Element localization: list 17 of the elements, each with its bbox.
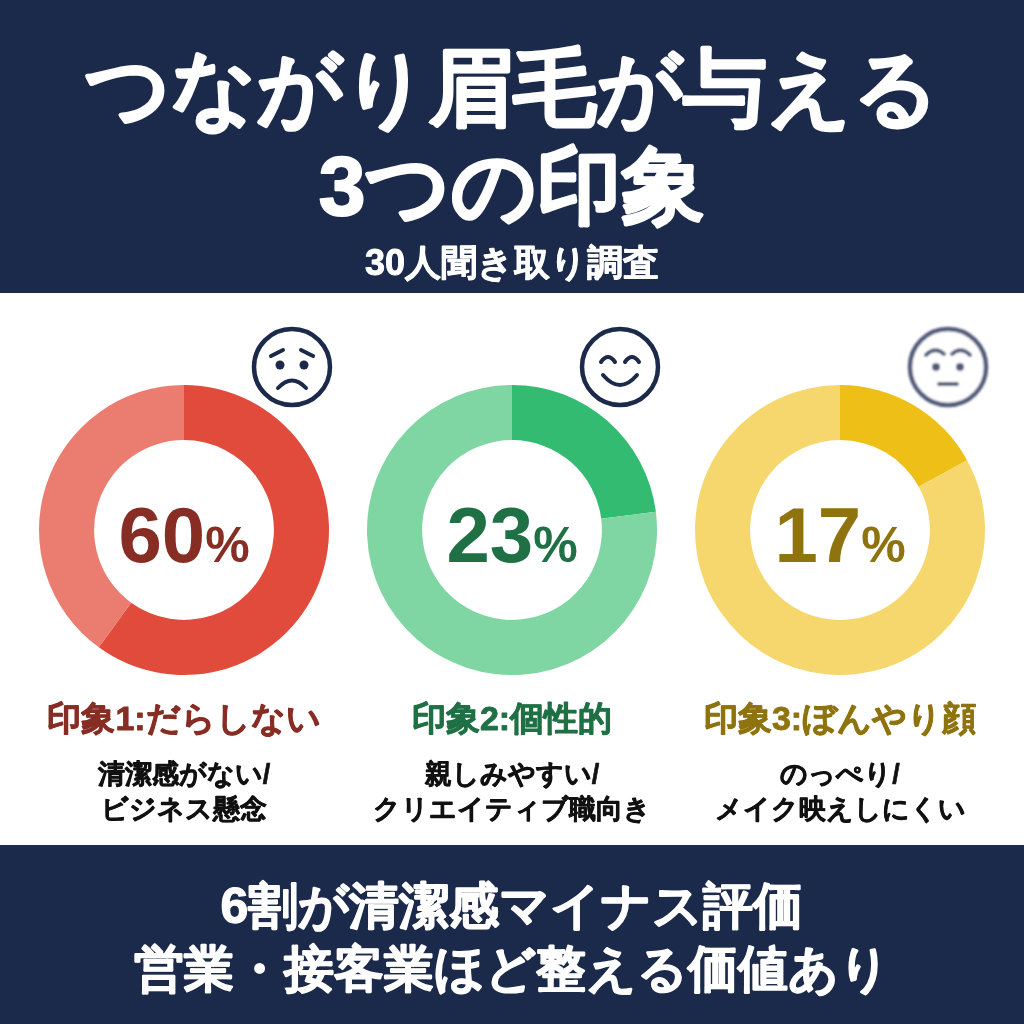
text: 印象1:だらしない: [47, 699, 321, 738]
text: 親しみやすい/ クリエイティブ職向き: [373, 758, 651, 824]
text: のっぺり/ メイク映えしにくい: [714, 758, 966, 824]
text: つながり眉毛が与える 3つの印象: [85, 41, 939, 234]
donut-slice: [840, 385, 968, 487]
text: 17%: [774, 491, 906, 580]
text: 営業・接客業ほど整える価値あり: [134, 941, 890, 997]
text: 清潔感がない/ ビジネス懸念: [96, 758, 271, 824]
donut-slice: [98, 385, 329, 675]
text: 6割が清潔感マイナス評価: [220, 878, 804, 934]
text: 印象2:個性的: [411, 699, 613, 738]
text: 印象3:ぼんやり顔: [703, 699, 977, 738]
text: 30人聞き取り調査: [364, 241, 660, 283]
text: 23%: [446, 491, 578, 580]
text: 60%: [118, 491, 250, 580]
donut-slice: [695, 385, 985, 675]
donut-slice: [367, 385, 657, 675]
